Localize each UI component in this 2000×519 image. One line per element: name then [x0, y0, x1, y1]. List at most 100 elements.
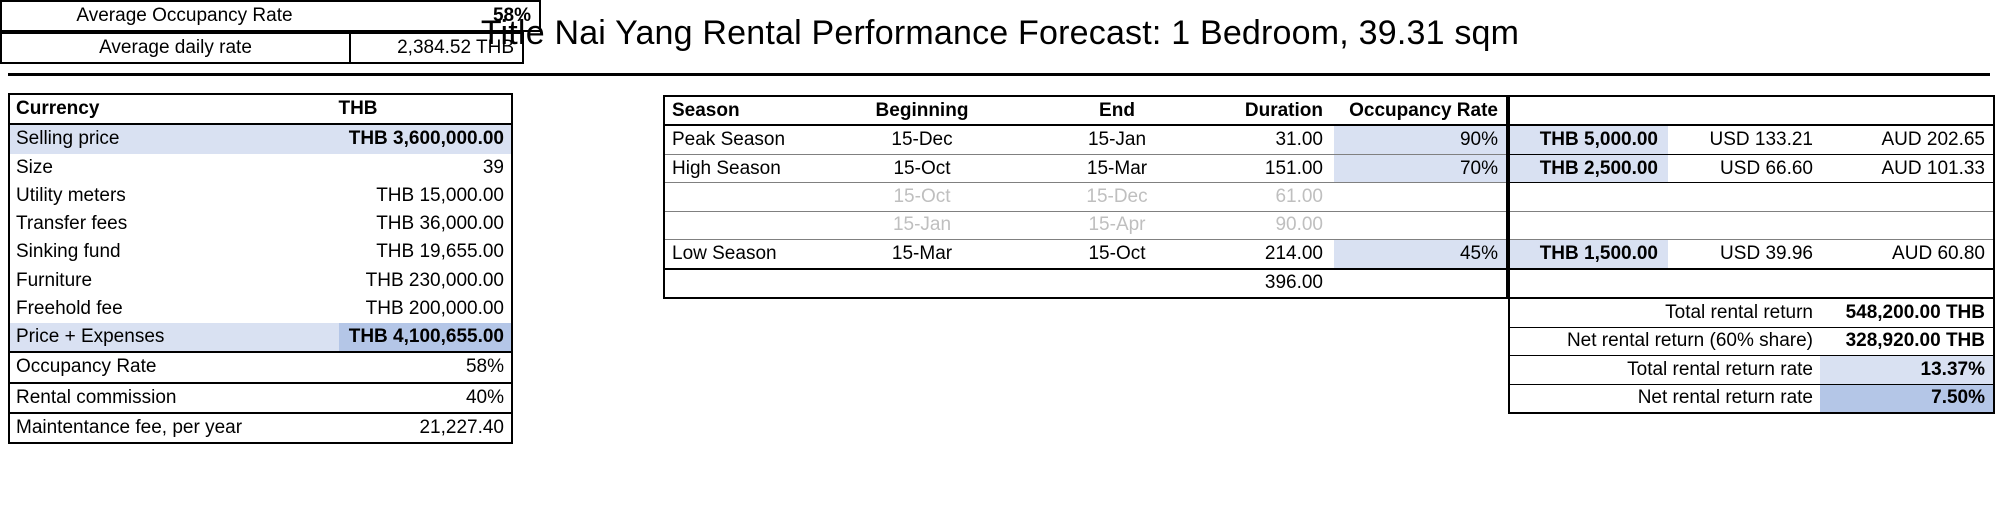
- table-row: Low Season 15-Mar 15-Oct 214.00 45%: [665, 240, 1506, 270]
- cell-occupancy[interactable]: 90%: [1334, 126, 1506, 154]
- table-row: Sinking fund THB 19,655.00: [10, 238, 511, 266]
- average-occupancy-label[interactable]: Average Occupancy Rate: [76, 5, 293, 26]
- cell-duration[interactable]: 90.00: [1275, 214, 1323, 236]
- cell-end[interactable]: 15-Apr: [1088, 214, 1146, 236]
- cell-rate-usd[interactable]: USD 66.60: [1720, 157, 1813, 179]
- cell-label[interactable]: Sinking fund: [16, 241, 121, 263]
- cell-beginning[interactable]: 15-Oct: [893, 185, 951, 207]
- average-daily-rate-value[interactable]: 2,384.52 THB: [397, 37, 514, 58]
- col-header-beginning[interactable]: Beginning: [875, 99, 969, 121]
- cell-summary-label[interactable]: Total rental return: [1665, 301, 1813, 323]
- cell-rate-thb-text: THB 1,500.00: [1539, 242, 1658, 264]
- col-header-end[interactable]: End: [1099, 99, 1135, 121]
- average-daily-rate-label[interactable]: Average daily rate: [2, 34, 351, 62]
- cell-rate-aud[interactable]: AUD 202.65: [1881, 129, 1985, 151]
- cell-value[interactable]: 58%: [465, 356, 504, 378]
- table-row: THB 2,500.00 USD 66.60 AUD 101.33: [1510, 154, 1993, 184]
- cell-total-duration[interactable]: 396.00: [1264, 272, 1323, 294]
- cell-end[interactable]: 15-Jan: [1087, 129, 1147, 151]
- cell-summary-value[interactable]: 328,920.00 THB: [1820, 328, 1993, 355]
- cell-label[interactable]: Utility meters: [16, 184, 126, 206]
- returns-table: THB 5,000.00 USD 133.21 AUD 202.65 THB 2,50…: [1508, 95, 1995, 414]
- cell-rate-aud[interactable]: AUD 101.33: [1881, 157, 1985, 179]
- cell-end[interactable]: 15-Dec: [1086, 185, 1148, 207]
- cell-rate-usd[interactable]: USD 133.21: [1709, 129, 1813, 151]
- cell-label[interactable]: Transfer fees: [16, 213, 128, 235]
- cell-beginning[interactable]: 15-Mar: [891, 242, 953, 264]
- cell-summary-value[interactable]: 548,200.00 THB: [1820, 299, 1993, 326]
- cell-occupancy[interactable]: 70%: [1334, 154, 1506, 183]
- cell-beginning[interactable]: 15-Oct: [893, 157, 951, 179]
- cell-rate-thb[interactable]: THB 2,500.00: [1510, 154, 1668, 183]
- cell-duration[interactable]: 214.00: [1264, 242, 1323, 264]
- cell-value[interactable]: THB 3,600,000.00: [348, 128, 504, 150]
- table-row-empty: [1510, 212, 1993, 241]
- cell-label[interactable]: Rental commission: [16, 386, 177, 408]
- cell-rate-thb-text: THB 5,000.00: [1539, 129, 1658, 151]
- table-row: Peak Season 15-Dec 15-Jan 31.00 90%: [665, 126, 1506, 155]
- col-header-occupancy-text: Occupancy Rate: [1349, 99, 1498, 121]
- table-row: Selling price THB 3,600,000.00: [10, 125, 511, 154]
- cell-label[interactable]: Size: [16, 156, 53, 178]
- cell-occupancy[interactable]: 45%: [1334, 240, 1506, 268]
- highlight-pane: [339, 323, 511, 352]
- cell-thb-header[interactable]: THB: [338, 98, 378, 120]
- table-row-total: 396.00: [665, 270, 1506, 297]
- cell-duration[interactable]: 31.00: [1275, 129, 1323, 151]
- cell-value[interactable]: THB 4,100,655.00: [348, 326, 504, 348]
- cell-label[interactable]: Furniture: [16, 269, 93, 291]
- cell-value[interactable]: 40%: [465, 386, 504, 408]
- cell-value[interactable]: 39: [482, 156, 504, 178]
- cell-summary-value[interactable]: 7.50%: [1820, 384, 1993, 412]
- table-row-empty: [1510, 183, 1993, 212]
- cell-season[interactable]: High Season: [672, 157, 781, 179]
- cell-occupancy[interactable]: [1334, 183, 1506, 210]
- cell-rate-usd[interactable]: USD 39.96: [1720, 242, 1813, 264]
- cell-summary-value-text: 13.37%: [1920, 358, 1985, 380]
- cell-season[interactable]: Low Season: [672, 242, 777, 264]
- cell-rate-thb[interactable]: THB 5,000.00: [1510, 126, 1668, 154]
- table-row: Net rental return (60% share) 328,920.00 …: [1510, 328, 1993, 357]
- cell-value[interactable]: THB 36,000.00: [376, 213, 504, 235]
- cell-end[interactable]: 15-Oct: [1088, 242, 1146, 264]
- cell-end[interactable]: 15-Mar: [1086, 157, 1148, 179]
- highlight-pane: [10, 323, 339, 352]
- cell-value[interactable]: THB 15,000.00: [376, 184, 504, 206]
- cell-season[interactable]: Peak Season: [672, 129, 786, 151]
- col-header-occupancy[interactable]: Occupancy Rate: [1334, 97, 1506, 124]
- cell-occupancy-text: 45%: [1459, 242, 1498, 264]
- cell-duration[interactable]: 61.00: [1275, 185, 1323, 207]
- cell-currency-header[interactable]: Currency: [16, 98, 100, 120]
- table-row: Furniture THB 230,000.00: [10, 267, 511, 295]
- table-row: Occupancy Rate 58%: [10, 351, 511, 381]
- cell-beginning[interactable]: 15-Jan: [892, 214, 952, 236]
- cell-label[interactable]: Freehold fee: [16, 297, 123, 319]
- cell-summary-label[interactable]: Net rental return (60% share): [1566, 330, 1813, 352]
- cell-occupancy[interactable]: [1334, 212, 1506, 239]
- cell-rate-aud[interactable]: AUD 60.80: [1892, 242, 1985, 264]
- cell-label[interactable]: Occupancy Rate: [16, 356, 157, 378]
- cell-value[interactable]: THB 200,000.00: [365, 297, 504, 319]
- cell-summary-label[interactable]: Net rental return rate: [1637, 387, 1813, 409]
- cell-summary-value-text: 7.50%: [1931, 387, 1985, 409]
- cell-label[interactable]: Maintentance fee, per year: [16, 416, 243, 438]
- cell-value[interactable]: THB 19,655.00: [376, 241, 504, 263]
- cell-label[interactable]: Price + Expenses: [16, 326, 165, 348]
- cell-summary-value[interactable]: 13.37%: [1820, 356, 1993, 384]
- table-row: Currency THB: [10, 95, 511, 126]
- col-header-duration[interactable]: Duration: [1244, 99, 1323, 121]
- cell-duration[interactable]: 151.00: [1264, 157, 1323, 179]
- cell-value[interactable]: THB 230,000.00: [365, 269, 504, 291]
- table-row-empty: [1510, 97, 1993, 127]
- cell-beginning[interactable]: 15-Dec: [891, 129, 953, 151]
- cell-rate-thb[interactable]: THB 1,500.00: [1510, 240, 1668, 268]
- table-row: THB 5,000.00 USD 133.21 AUD 202.65: [1510, 126, 1993, 155]
- costs-table: Currency THB Selling price THB 3,600,000.00…: [8, 93, 513, 444]
- cell-summary-label[interactable]: Total rental return rate: [1627, 358, 1813, 380]
- table-row: Transfer fees THB 36,000.00: [10, 210, 511, 238]
- cell-label[interactable]: Selling price: [16, 128, 120, 150]
- cell-value[interactable]: 21,227.40: [419, 416, 504, 438]
- col-header-season[interactable]: Season: [672, 99, 740, 121]
- average-occupancy-value[interactable]: 58%: [492, 5, 531, 26]
